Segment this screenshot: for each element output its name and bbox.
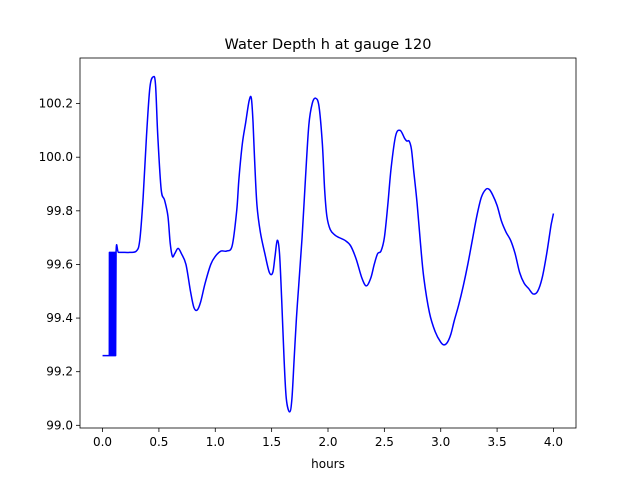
y-tick-label: 99.8: [46, 204, 73, 218]
y-tick-label: 100.2: [39, 97, 73, 111]
x-axis: 0.0 0.5 1.0 1.5 2.0 2.5 3.0 3.5 4.0: [93, 428, 563, 449]
x-tick-label: 0.0: [93, 435, 112, 449]
x-tick-label: 2.0: [318, 435, 337, 449]
x-tick-label: 3.5: [488, 435, 507, 449]
x-tick-label: 4.0: [544, 435, 563, 449]
chart-title: Water Depth h at gauge 120: [225, 37, 432, 53]
plot-area-frame: [79, 57, 577, 429]
y-axis: 99.0 99.2 99.4 99.6 99.8 100.0 100.2: [39, 97, 80, 432]
x-tick-label: 2.5: [375, 435, 394, 449]
series-line-water-depth: [102, 75, 555, 413]
x-tick-label: 0.5: [149, 435, 168, 449]
x-axis-label: hours: [311, 457, 345, 471]
y-tick-label: 100.0: [39, 150, 73, 164]
y-tick-label: 99.0: [46, 418, 73, 432]
x-tick-label: 3.0: [431, 435, 450, 449]
x-tick-label: 1.0: [206, 435, 225, 449]
y-tick-label: 99.2: [46, 365, 73, 379]
y-tick-label: 99.6: [46, 257, 73, 271]
x-tick-label: 1.5: [262, 435, 281, 449]
y-tick-label: 99.4: [46, 311, 73, 325]
